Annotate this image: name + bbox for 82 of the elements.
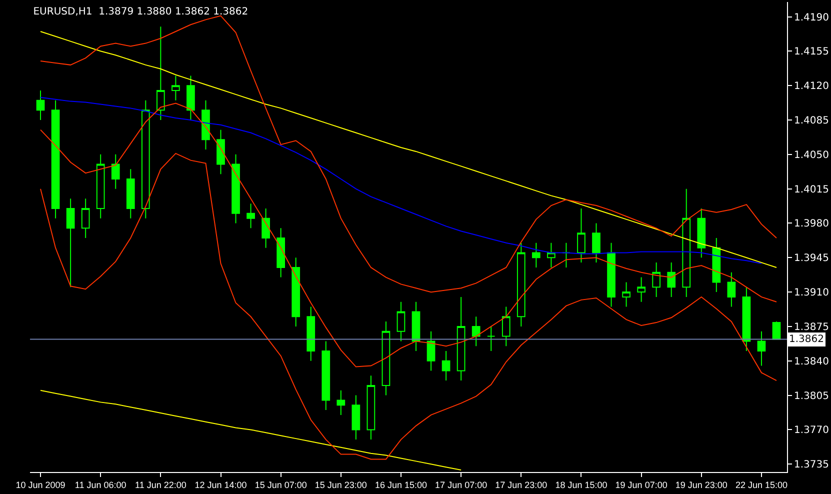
candlestick xyxy=(697,208,706,258)
candlestick xyxy=(126,168,135,219)
y-tick-label: 1.3840 xyxy=(794,356,829,368)
candlestick xyxy=(442,350,450,382)
y-tick-label: 1.3805 xyxy=(794,390,829,402)
candlestick xyxy=(81,198,90,238)
x-tick-label: 22 Jun 15:00 xyxy=(735,480,788,490)
candlestick xyxy=(366,375,376,440)
candlestick xyxy=(292,257,300,327)
y-tick-label: 1.3910 xyxy=(794,288,829,299)
line-series xyxy=(40,152,777,460)
candlestick xyxy=(577,208,586,264)
candlestick xyxy=(232,154,240,224)
candlestick xyxy=(111,154,120,190)
y-tick-label: 1.4085 xyxy=(794,115,829,126)
line-series xyxy=(40,102,777,368)
x-tick-label: 19 Jun 07:00 xyxy=(615,480,668,490)
y-tick-label: 1.4190 xyxy=(794,12,829,24)
candlestick xyxy=(516,242,526,327)
candlestick xyxy=(36,90,45,120)
candlestick xyxy=(141,100,150,219)
candlestick xyxy=(96,154,105,219)
candlestick xyxy=(202,100,210,150)
candlestick xyxy=(712,237,721,293)
x-tick-label: 18 Jun 15:00 xyxy=(555,480,608,490)
y-tick-label: 1.3980 xyxy=(794,218,829,230)
y-tick-label: 1.3875 xyxy=(794,322,829,333)
candlestick xyxy=(246,203,255,229)
x-tick-label: 12 Jun 14:00 xyxy=(194,480,247,490)
x-tick-label: 19 Jun 23:00 xyxy=(675,480,728,490)
candlestick xyxy=(66,198,75,288)
candlestick xyxy=(742,286,751,352)
x-tick-label: 11 Jun 06:00 xyxy=(74,480,126,490)
candlestick xyxy=(262,208,270,248)
candlestick xyxy=(186,75,195,120)
y-tick-label: 1.3945 xyxy=(794,253,829,264)
x-tick-label: 17 Jun 23:00 xyxy=(495,480,548,490)
line-series xyxy=(40,96,762,264)
candlestick xyxy=(472,316,480,347)
candlestick xyxy=(727,272,736,308)
x-tick-label: 15 Jun 23:00 xyxy=(314,480,367,490)
candlestick xyxy=(336,390,346,416)
candlestick xyxy=(592,222,600,264)
candlestick xyxy=(396,301,406,342)
candlestick xyxy=(607,242,616,308)
chart-title: EURUSD,H1 1.3879 1.3880 1.3862 1.3862 xyxy=(33,6,248,18)
candlestick xyxy=(532,242,540,268)
x-tick-label: 16 Jun 15:00 xyxy=(374,480,428,490)
candlestick xyxy=(276,228,286,278)
candlestick xyxy=(382,321,390,396)
y-tick-label: 1.3770 xyxy=(794,425,829,436)
candlestick xyxy=(547,242,556,268)
candlestick xyxy=(352,394,360,440)
candlestick xyxy=(156,26,165,120)
candlestick xyxy=(172,75,180,101)
candlestick xyxy=(486,326,496,352)
candlestick xyxy=(412,301,420,352)
candlestick xyxy=(652,262,661,298)
candlestick xyxy=(426,330,436,372)
candlestick xyxy=(502,306,510,347)
candlestick xyxy=(622,282,630,308)
candlestick xyxy=(637,276,646,302)
y-tick-label: 1.4155 xyxy=(794,46,829,58)
y-tick-label: 1.4050 xyxy=(794,150,829,161)
candlestick xyxy=(682,188,691,298)
x-tick-label: 10 Jun 2009 xyxy=(16,480,66,490)
x-tick-label: 17 Jun 07:00 xyxy=(435,480,488,490)
line-series xyxy=(40,390,462,471)
candlestick xyxy=(51,100,60,219)
candlestick xyxy=(757,330,766,366)
y-tick-label: 1.3735 xyxy=(794,460,829,471)
x-tick-label: 15 Jun 07:00 xyxy=(254,480,307,490)
x-tick-label: 11 Jun 22:00 xyxy=(134,480,186,490)
candlestick xyxy=(322,340,330,411)
candlestick xyxy=(306,306,316,362)
y-tick-label: 1.4015 xyxy=(794,184,829,196)
candlestick xyxy=(772,321,781,340)
ref-line-label: 1.3862 xyxy=(789,334,824,345)
candlestick xyxy=(216,129,225,175)
candlestick xyxy=(456,296,466,382)
y-tick-label: 1.4120 xyxy=(794,81,829,92)
candlestick xyxy=(667,262,676,298)
